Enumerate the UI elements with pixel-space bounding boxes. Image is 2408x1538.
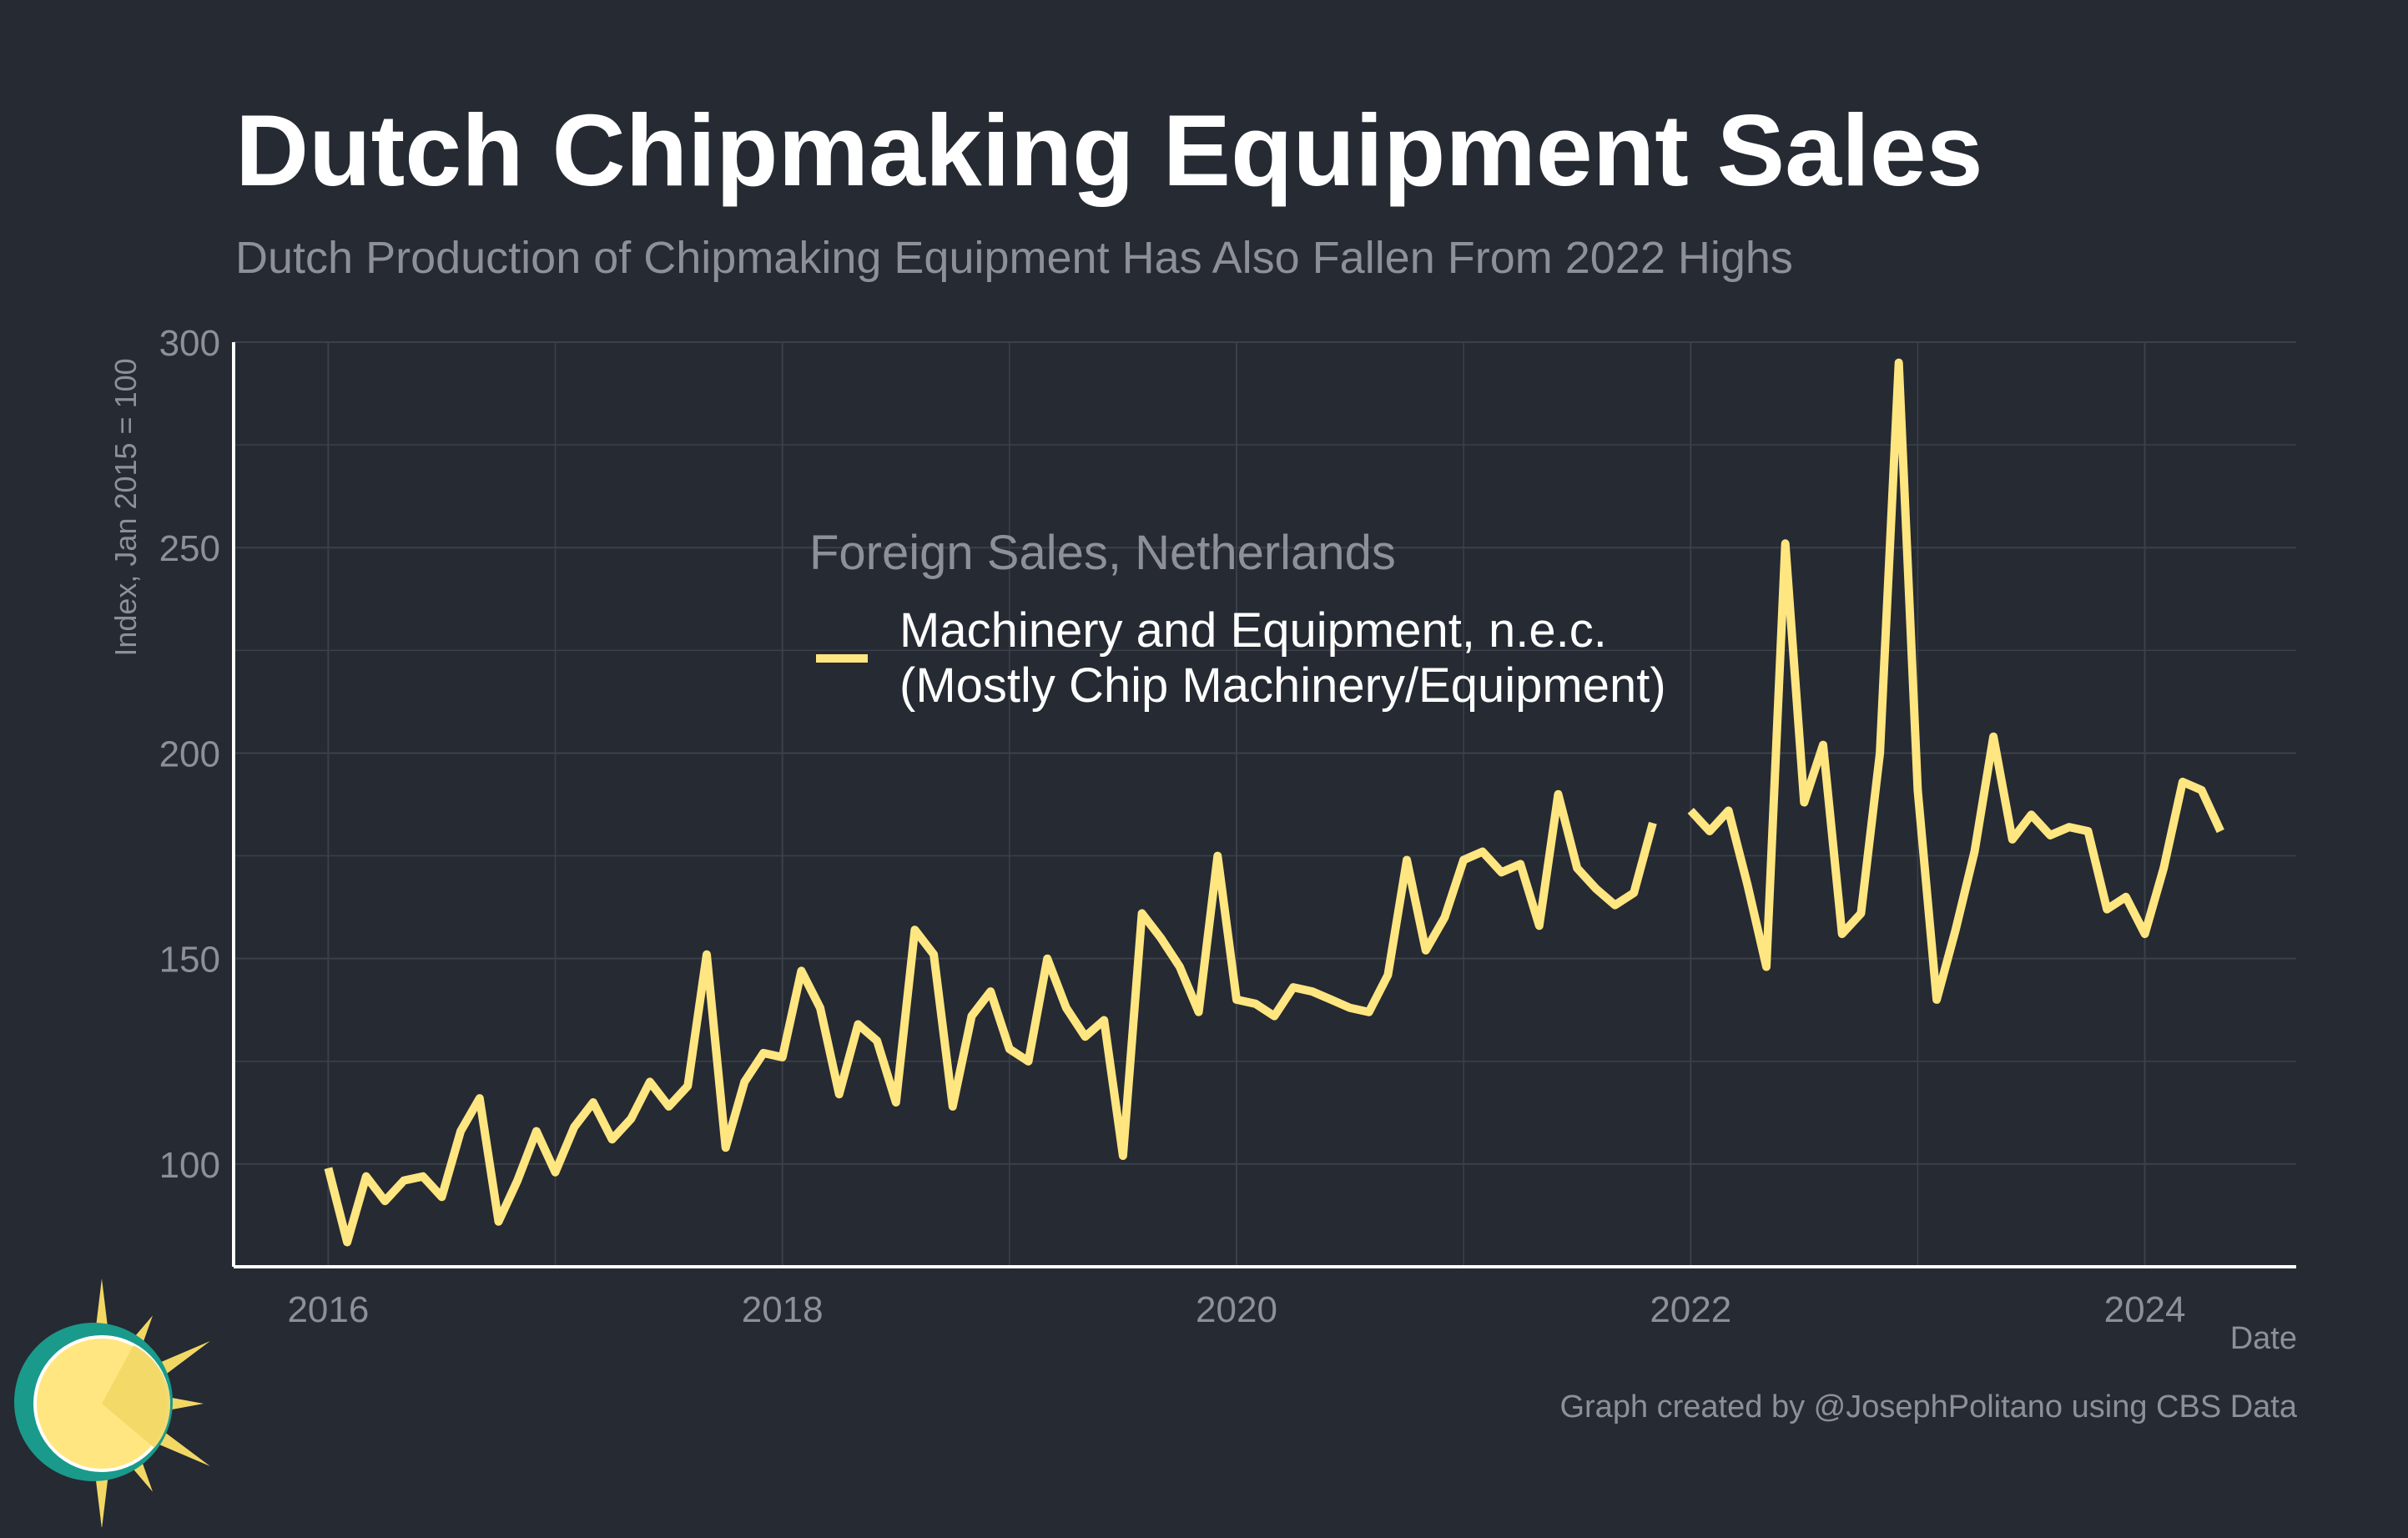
legend-label: Machinery and Equipment, n.e.c. (Mostly C…	[899, 603, 1666, 713]
chart-subtitle: Dutch Production of Chipmaking Equipment…	[235, 233, 1793, 283]
y-tick-label: 100	[159, 1145, 220, 1186]
axes	[232, 342, 2296, 1268]
credit-text: Graph created by @JosephPolitano using C…	[1559, 1389, 2297, 1425]
x-tick-label: 2016	[287, 1289, 369, 1330]
series-line	[324, 789, 1657, 1247]
y-tick-label: 250	[159, 528, 220, 569]
legend-title: Foreign Sales, Netherlands	[809, 526, 1396, 580]
y-tick-label: 200	[159, 734, 220, 774]
y-axis-label: Index, Jan 2015 = 100	[108, 358, 143, 656]
y-tick-labels: 100 150 200 250 300	[159, 323, 220, 1186]
chart-title: Dutch Chipmaking Equipment Sales	[235, 93, 1983, 207]
x-tick-label: 2018	[742, 1289, 824, 1330]
series-line	[1687, 358, 2224, 1004]
legend: Foreign Sales, Netherlands Machinery and…	[809, 526, 1666, 713]
sun-logo-icon	[14, 1278, 210, 1527]
series-lines	[324, 358, 2224, 1247]
y-tick-label: 150	[159, 940, 220, 981]
x-axis-label: Date	[2229, 1321, 2297, 1356]
y-tick-label: 300	[159, 323, 220, 364]
major-gridlines	[234, 341, 2296, 1267]
minor-gridlines	[234, 342, 2296, 1268]
x-tick-label: 2020	[1196, 1289, 1277, 1330]
x-tick-label: 2022	[1650, 1289, 1731, 1330]
x-tick-labels: 2016 2018 2020 2022 2024	[287, 1289, 2185, 1330]
x-tick-label: 2024	[2104, 1289, 2186, 1330]
